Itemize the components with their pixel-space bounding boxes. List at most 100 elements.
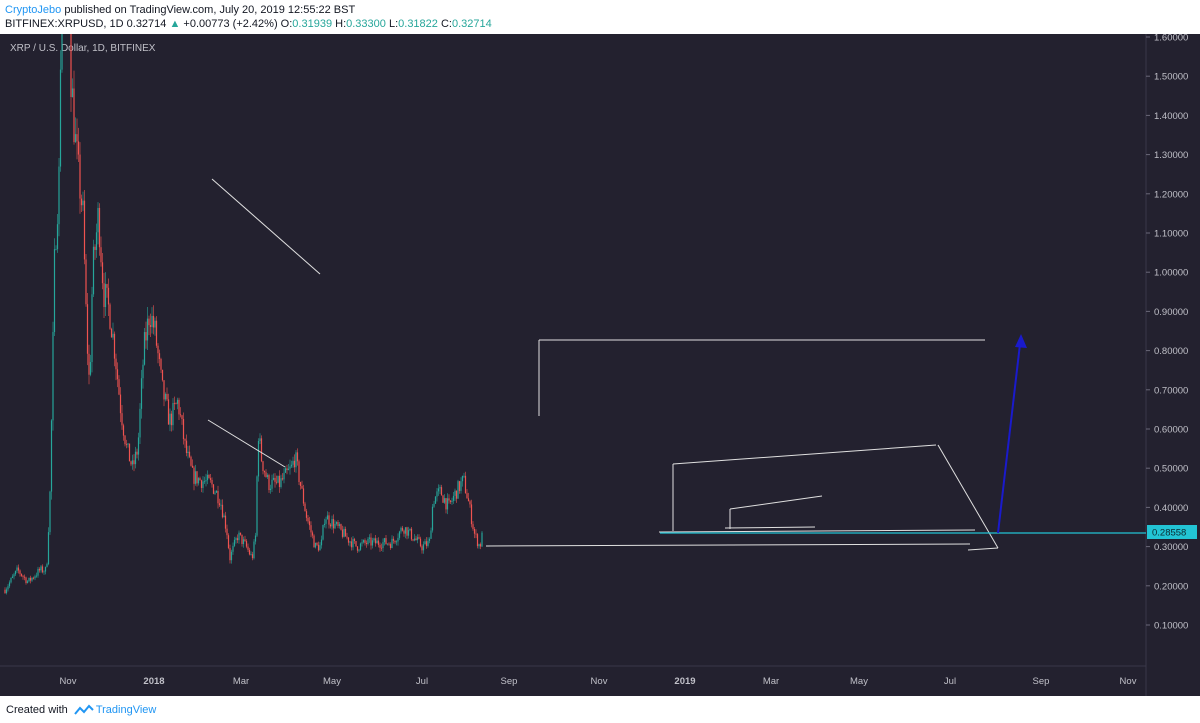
candle-body	[466, 493, 468, 499]
candle-body	[116, 369, 119, 380]
candle-body	[415, 538, 417, 541]
candle-body	[124, 435, 126, 445]
candle-body	[308, 521, 311, 526]
candle-body	[107, 287, 110, 305]
candle-body	[200, 480, 203, 488]
candle-body	[139, 408, 141, 438]
candle-body	[370, 537, 372, 546]
candle-body	[442, 495, 444, 503]
candle-body	[310, 525, 312, 533]
candle-body	[41, 566, 44, 573]
candle-body	[13, 574, 15, 577]
price-tick-label: 1.10000	[1154, 229, 1188, 240]
candle-body	[260, 438, 263, 462]
time-axis[interactable]: Nov 2018 Mar May Jul Sep Nov 2019 Mar May Jul Sep No…	[60, 676, 1137, 687]
candle-body	[122, 425, 125, 436]
candle-body	[460, 481, 462, 491]
candle-body	[373, 538, 375, 541]
candle-body	[155, 320, 158, 346]
price-tick-label: 0.90000	[1154, 307, 1188, 318]
candle-body	[424, 541, 426, 545]
candle-body	[19, 570, 21, 574]
candle-body	[230, 551, 233, 561]
candle-body	[88, 353, 90, 375]
candle-body	[440, 487, 443, 496]
candle-body	[53, 249, 56, 333]
wedge-upper-line	[211, 178, 321, 275]
candle-body	[17, 567, 20, 571]
price-tag-label: 0.28558	[1152, 528, 1186, 539]
candle-body	[97, 207, 99, 233]
candle-body	[374, 538, 377, 544]
candle-body	[26, 581, 29, 583]
candle-body	[55, 249, 57, 250]
candle-body	[326, 515, 329, 520]
candle-body	[268, 475, 270, 491]
time-tick-label: May	[850, 676, 868, 687]
candle-body	[425, 541, 428, 546]
candle-body	[427, 540, 429, 546]
chart-canvas[interactable]: XRP / U.S. Dollar, 1D, BITFINEX 1.600001…	[0, 0, 1200, 696]
candle-body	[419, 538, 422, 547]
price-axis[interactable]: 1.60000 1.50000 1.40000 1.30000 1.20000 1.100…	[1146, 33, 1188, 632]
candle-body	[407, 530, 410, 536]
price-chart[interactable]: XRP / U.S. Dollar, 1D, BITFINEX 1.60000 1…	[0, 0, 1200, 696]
candle-body	[202, 481, 204, 488]
candle-body	[127, 443, 129, 445]
candle-body	[455, 490, 458, 499]
candle-body	[83, 200, 86, 260]
candle-body	[188, 451, 191, 457]
candle-body	[464, 475, 467, 494]
candle-body	[457, 481, 459, 499]
candle-body	[236, 538, 239, 541]
candle-body	[430, 530, 432, 539]
candle-body	[227, 535, 230, 549]
candle-body	[470, 504, 473, 525]
candle-body	[340, 524, 342, 530]
candle-body	[61, 0, 63, 70]
candle-body	[281, 478, 284, 480]
candle-body	[467, 498, 470, 502]
candle-body	[301, 485, 303, 489]
candle-body	[478, 544, 480, 547]
last-price: 0.32714	[126, 18, 167, 30]
candle-body	[254, 535, 257, 542]
candle-body	[286, 468, 288, 471]
candle-body	[362, 540, 365, 543]
candle-body	[446, 498, 449, 510]
candle-body	[295, 452, 297, 468]
candle-body	[386, 543, 389, 545]
time-tick-label: 2019	[674, 676, 695, 687]
price-tick-label: 1.50000	[1154, 72, 1188, 83]
candle-body	[382, 542, 384, 549]
time-tick-label: May	[323, 676, 341, 687]
candle-body	[472, 524, 474, 529]
candle-body	[349, 541, 351, 543]
author-link[interactable]: CryptoJebo	[5, 4, 62, 16]
candle-body	[439, 487, 441, 489]
candle-body	[356, 546, 359, 551]
price-tick-label: 1.00000	[1154, 268, 1188, 279]
candle-body	[337, 522, 339, 526]
candle-body	[322, 525, 324, 540]
candle-body	[125, 444, 128, 445]
candle-body	[191, 465, 194, 468]
candle-body	[143, 332, 146, 365]
symbol-info: BITFINEX:XRPUSD, 1D 0.32714 ▲ +0.00773 (…	[5, 18, 492, 30]
candle-body	[461, 475, 464, 482]
candle-body	[187, 451, 189, 453]
high-value: 0.33300	[346, 18, 386, 30]
close-value: 0.32714	[451, 18, 492, 30]
brand-link[interactable]: TradingView	[95, 704, 157, 716]
price-tick-label: 0.40000	[1154, 503, 1188, 514]
candle-body	[151, 315, 153, 327]
candle-body	[454, 490, 456, 496]
candle-body	[121, 413, 123, 426]
candle-body	[350, 541, 353, 548]
candle-body	[473, 528, 476, 534]
candle-body	[14, 570, 17, 575]
candle-body	[325, 519, 327, 524]
candles	[4, 0, 483, 595]
candle-body	[205, 480, 207, 482]
candle-body	[52, 332, 54, 421]
